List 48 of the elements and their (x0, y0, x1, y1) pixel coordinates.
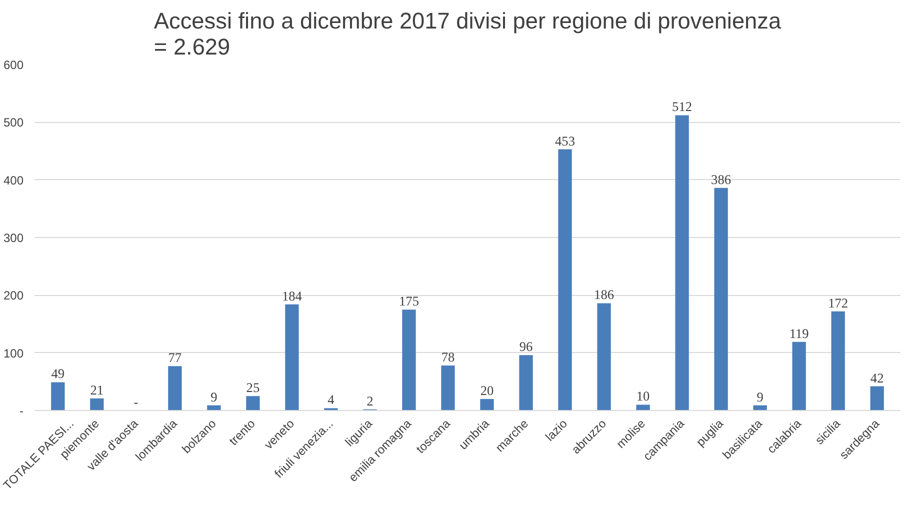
bar (597, 303, 611, 410)
data-label: 10 (636, 388, 650, 404)
data-label: - (134, 394, 138, 410)
bar (714, 188, 728, 410)
bar (675, 115, 689, 410)
bar (792, 342, 806, 410)
bar (90, 398, 104, 410)
data-label: 172 (828, 295, 848, 310)
data-label: 453 (555, 133, 576, 148)
y-tick-label: 600 (3, 58, 24, 72)
data-label: 9 (210, 389, 218, 404)
bar (831, 311, 845, 410)
chart-title: Accessi fino a dicembre 2017 divisi per regione di provenienza = 2.629 (154, 8, 782, 60)
data-label: 2 (366, 393, 374, 408)
data-label: 512 (672, 99, 692, 114)
bar (168, 366, 182, 410)
bar (480, 398, 494, 410)
data-label: 20 (480, 382, 494, 398)
data-label: 175 (398, 294, 420, 309)
data-label: 4 (328, 392, 335, 408)
y-tick-label: 400 (3, 173, 24, 188)
data-label: 184 (282, 288, 302, 304)
y-tick-label: 300 (3, 231, 24, 245)
data-label: 186 (594, 287, 614, 302)
data-label: 49 (51, 366, 65, 382)
bar (441, 366, 455, 410)
data-label: 77 (168, 350, 182, 366)
bar (51, 382, 65, 410)
y-tick-label: 500 (3, 116, 24, 130)
data-label: 9 (756, 389, 764, 404)
y-tick-label: - (20, 404, 24, 418)
bar (636, 404, 650, 410)
bar (246, 396, 260, 410)
data-label: 78 (441, 350, 455, 365)
x-tick-label: lazio (542, 416, 570, 444)
data-label: 21 (90, 382, 104, 398)
bar (402, 310, 416, 410)
y-tick-label: 100 (3, 346, 24, 360)
y-tick-label: 200 (3, 288, 24, 303)
data-label: 96 (519, 339, 534, 354)
data-label: 42 (870, 370, 884, 386)
bar (870, 386, 884, 410)
data-label: 386 (711, 172, 732, 187)
bar (558, 149, 572, 410)
data-label: 119 (789, 326, 810, 341)
data-label: 25 (246, 380, 260, 396)
bar (285, 304, 299, 410)
bar (519, 355, 533, 410)
